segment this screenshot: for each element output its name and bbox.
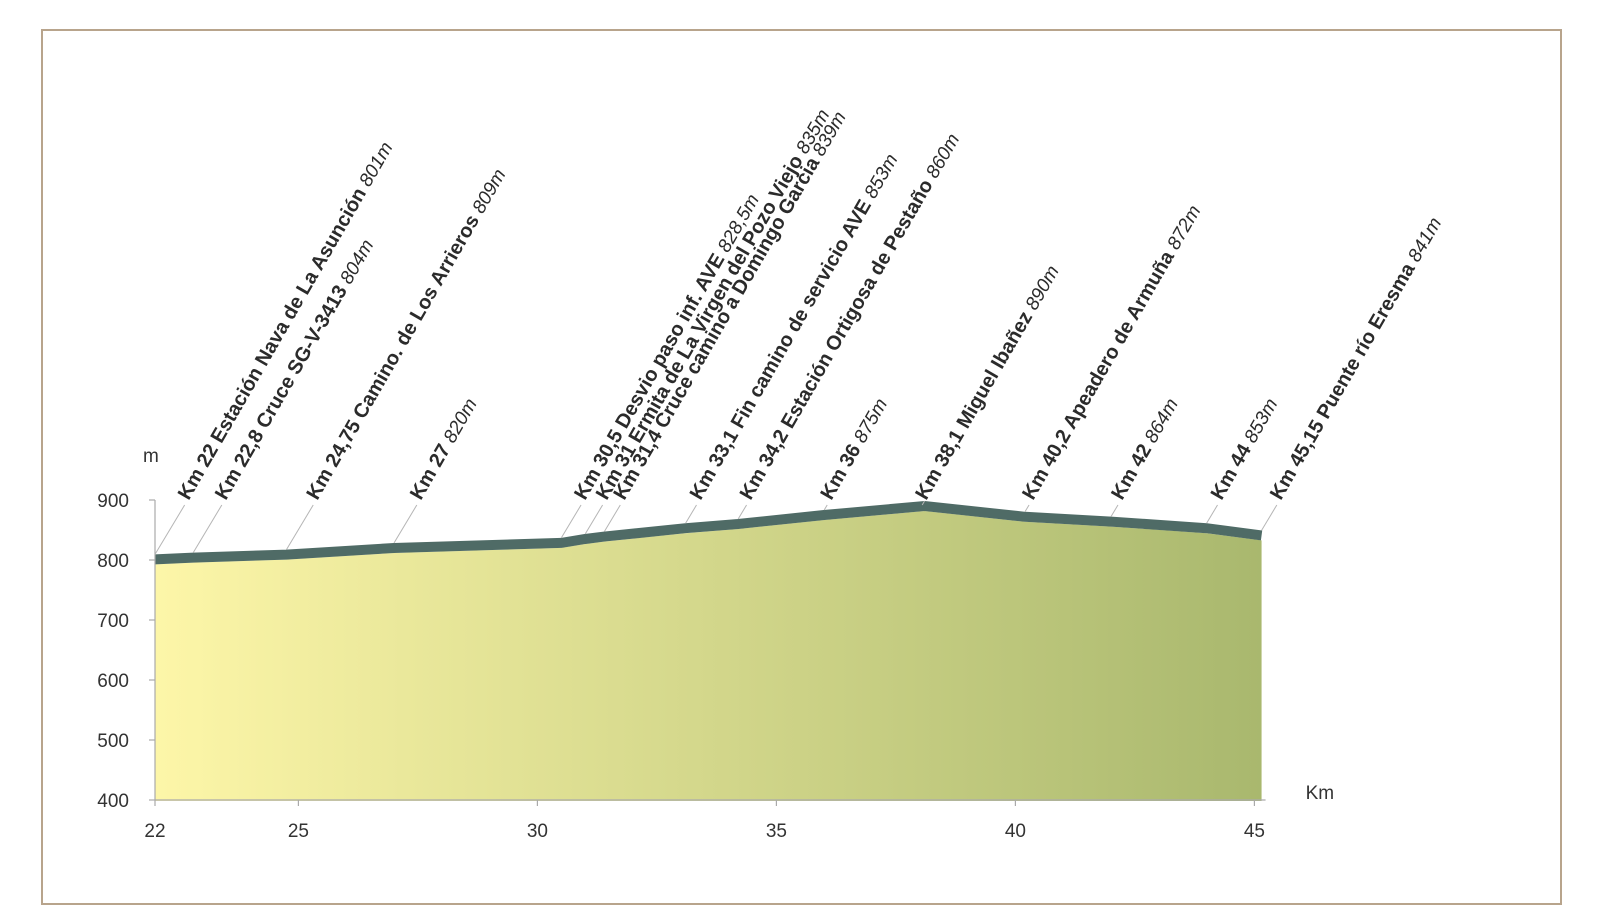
- x-tick-label: 22: [144, 821, 165, 842]
- waypoint-leader: [1261, 504, 1278, 531]
- waypoint-leader: [921, 500, 926, 506]
- waypoint-elevation: 864m: [1141, 395, 1183, 447]
- x-tick-label: 30: [527, 821, 548, 842]
- y-tick-label: 800: [97, 551, 129, 572]
- waypoint-leader: [603, 504, 621, 532]
- waypoint-name: Km 44: [1207, 436, 1259, 504]
- x-tick-label: 35: [766, 821, 787, 842]
- waypoint-label: Km 22 Estación Nava de La Asunción 801m: [174, 138, 398, 503]
- waypoint-elevation: 820m: [440, 395, 482, 447]
- waypoint-elevation: 872m: [1163, 202, 1205, 254]
- waypoint-elevation: 801m: [356, 139, 398, 191]
- waypoint-name: Km 27: [406, 436, 458, 504]
- waypoint-leader: [1024, 504, 1030, 513]
- waypoint-leader: [154, 504, 186, 555]
- waypoint-leader: [584, 504, 604, 535]
- waypoint-elevation: 841m: [1404, 214, 1446, 266]
- y-tick-label: 700: [97, 611, 129, 632]
- waypoint-leader: [560, 504, 582, 539]
- waypoint-leader: [737, 504, 747, 520]
- x-tick-label: 40: [1005, 821, 1026, 842]
- waypoint-elevation: 875m: [850, 395, 892, 447]
- y-tick-label: 900: [97, 491, 129, 512]
- elevation-area: [155, 511, 1262, 801]
- waypoint-elevation: 853m: [861, 151, 903, 203]
- waypoint-name: Km 38,1 Miguel Ibañez: [911, 303, 1040, 504]
- waypoint-leader: [685, 504, 697, 524]
- waypoint-leader: [823, 504, 828, 511]
- waypoint-label: Km 30,5 Desvio paso inf. AVE 828,5m: [570, 190, 764, 503]
- waypoint-label: Km 45,15 Puente río Eresma 841m: [1266, 214, 1446, 504]
- waypoint-label: Km 27 820m: [406, 395, 482, 504]
- waypoint-elevation: 853m: [1240, 395, 1282, 447]
- elevation-profile-line: [154, 500, 1263, 565]
- waypoint-label: Km 42 864m: [1107, 395, 1183, 504]
- waypoint-leader: [192, 504, 223, 553]
- waypoint-label: Km 22,8 Cruce SG-V-3413 804m: [211, 236, 378, 504]
- y-tick-label: 400: [97, 791, 129, 812]
- waypoint-leader: [393, 504, 418, 544]
- x-tick-label: 45: [1244, 821, 1265, 842]
- chart-frame: [41, 29, 1562, 905]
- waypoint-label: Km 40,2 Apeadero de Armuña 872m: [1018, 201, 1205, 503]
- waypoint-elevation: 890m: [1022, 262, 1064, 314]
- waypoint-leader: [1110, 504, 1119, 517]
- x-tick-label: 25: [288, 821, 309, 842]
- waypoint-name: Km 45,15 Puente río Eresma: [1266, 255, 1422, 504]
- y-tick-label: 500: [97, 731, 129, 752]
- waypoint-name: Km 42: [1107, 436, 1159, 504]
- x-axis-label: Km: [1306, 783, 1335, 804]
- waypoint-name: Km 36: [816, 436, 868, 504]
- waypoint-elevation: 809m: [469, 166, 511, 218]
- waypoint-label: Km 36 875m: [816, 395, 892, 504]
- waypoint-leader: [286, 504, 314, 550]
- y-tick-label: 600: [97, 671, 129, 692]
- waypoint-elevation: 860m: [922, 130, 964, 182]
- waypoint-leader: [1206, 504, 1218, 524]
- y-axis-label: m: [143, 446, 159, 467]
